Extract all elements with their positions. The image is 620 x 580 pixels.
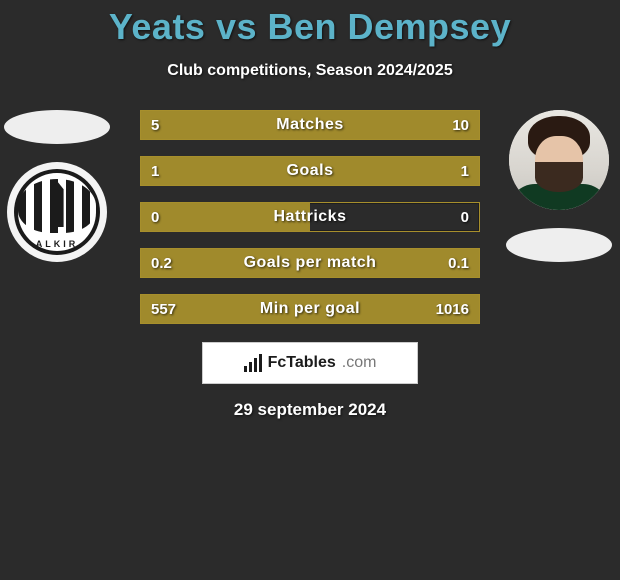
portrait-beard xyxy=(535,162,583,192)
stat-label: Min per goal xyxy=(141,295,479,323)
stat-bar-min-per-goal: 557 Min per goal 1016 xyxy=(140,294,480,324)
stat-label: Goals per match xyxy=(141,249,479,277)
stat-bar-goals-per-match: 0.2 Goals per match 0.1 xyxy=(140,248,480,278)
player-right-flag xyxy=(506,228,612,262)
competition-subtitle: Club competitions, Season 2024/2025 xyxy=(0,62,620,80)
stat-value-right: 10 xyxy=(452,111,469,139)
snapshot-date: 29 september 2024 xyxy=(0,400,620,420)
stat-bars: 5 Matches 10 1 Goals 1 0 Hattricks 0 0.2… xyxy=(140,110,480,324)
branding-strong: FcTables xyxy=(268,354,336,372)
stat-label: Matches xyxy=(141,111,479,139)
stat-bar-goals: 1 Goals 1 xyxy=(140,156,480,186)
club-curved-label: ALKIR xyxy=(14,239,100,249)
player-right-portrait xyxy=(509,110,609,210)
stat-value-right: 1016 xyxy=(436,295,469,323)
stat-value-right: 0 xyxy=(461,203,469,231)
stat-value-right: 1 xyxy=(461,157,469,185)
stat-bar-hattricks: 0 Hattricks 0 xyxy=(140,202,480,232)
stat-bar-matches: 5 Matches 10 xyxy=(140,110,480,140)
bar-chart-icon xyxy=(244,354,262,372)
player-left-club-badge: ALKIR xyxy=(7,162,107,262)
stat-value-right: 0.1 xyxy=(448,249,469,277)
player-left-flag xyxy=(4,110,110,144)
stat-label: Hattricks xyxy=(141,203,479,231)
branding-box[interactable]: FcTables .com xyxy=(202,342,418,384)
player-left-column: ALKIR xyxy=(2,110,112,262)
comparison-panel: ALKIR 5 Matches 10 1 Goals 1 xyxy=(0,110,620,420)
page-title: Yeats vs Ben Dempsey xyxy=(0,0,620,48)
stat-label: Goals xyxy=(141,157,479,185)
player-right-column xyxy=(504,110,614,262)
branding-suffix: .com xyxy=(342,354,377,372)
